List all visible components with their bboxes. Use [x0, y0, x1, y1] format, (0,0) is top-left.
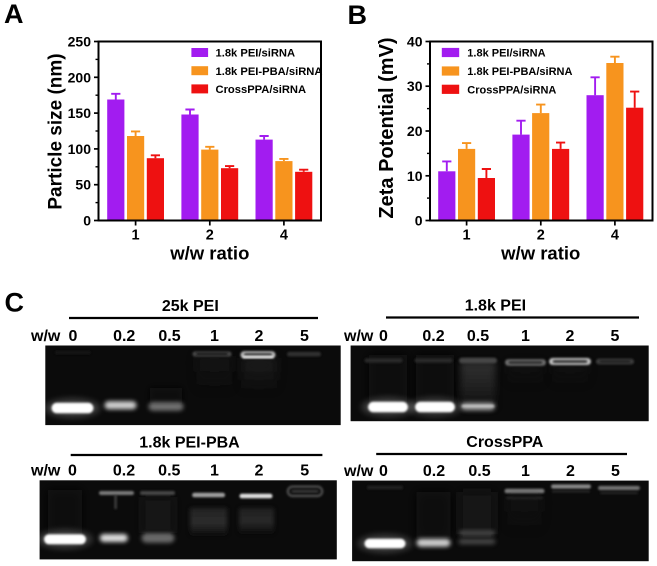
svg-text:0: 0	[68, 463, 77, 480]
svg-text:50: 50	[75, 177, 91, 193]
svg-text:1.8k PEI-PBA/siRNA: 1.8k PEI-PBA/siRNA	[216, 66, 323, 78]
svg-text:Zeta Potential (mV): Zeta Potential (mV)	[376, 37, 398, 218]
svg-text:40: 40	[407, 34, 423, 50]
svg-text:0: 0	[83, 213, 91, 229]
svg-text:100: 100	[68, 141, 92, 157]
svg-text:1: 1	[210, 463, 219, 480]
svg-text:Particle size (nm): Particle size (nm)	[46, 53, 67, 209]
svg-text:0: 0	[379, 463, 388, 480]
svg-text:w/w ratio: w/w ratio	[500, 243, 580, 264]
svg-text:w/w: w/w	[343, 328, 374, 345]
svg-text:0.5: 0.5	[467, 328, 489, 345]
svg-text:25k PEI: 25k PEI	[162, 298, 219, 315]
svg-text:B: B	[348, 0, 368, 30]
svg-text:5: 5	[300, 463, 309, 480]
svg-text:2: 2	[255, 328, 264, 345]
svg-text:5: 5	[300, 328, 309, 345]
svg-text:5: 5	[611, 463, 620, 480]
svg-text:0.2: 0.2	[422, 328, 444, 345]
svg-text:1.8k PEI/siRNA: 1.8k PEI/siRNA	[467, 48, 545, 60]
svg-text:A: A	[4, 0, 24, 29]
svg-text:1.8k PEI: 1.8k PEI	[465, 298, 526, 315]
svg-text:C: C	[5, 288, 25, 318]
svg-text:0: 0	[379, 328, 388, 345]
svg-text:1: 1	[521, 328, 530, 345]
svg-text:0.5: 0.5	[158, 328, 180, 345]
svg-text:200: 200	[68, 69, 92, 85]
svg-text:4: 4	[280, 228, 288, 244]
svg-text:2: 2	[255, 463, 264, 480]
svg-text:CrossPPA: CrossPPA	[466, 434, 544, 451]
svg-text:0.2: 0.2	[113, 328, 135, 345]
svg-text:5: 5	[611, 328, 620, 345]
svg-text:20: 20	[407, 123, 423, 139]
svg-text:0.2: 0.2	[113, 463, 135, 480]
svg-text:1.8k PEI-PBA/siRNA: 1.8k PEI-PBA/siRNA	[467, 66, 572, 78]
svg-text:10: 10	[407, 168, 423, 184]
svg-text:1: 1	[521, 463, 530, 480]
svg-text:0.5: 0.5	[158, 463, 180, 480]
svg-text:1: 1	[463, 228, 471, 244]
svg-text:0.5: 0.5	[468, 463, 490, 480]
svg-text:CrossPPA/siRNA: CrossPPA/siRNA	[216, 84, 307, 96]
svg-text:2: 2	[206, 228, 214, 244]
svg-text:4: 4	[611, 228, 619, 244]
svg-text:1.8k PEI-PBA: 1.8k PEI-PBA	[139, 435, 240, 452]
svg-text:w/w: w/w	[343, 463, 374, 480]
svg-text:1.8k PEI/siRNA: 1.8k PEI/siRNA	[216, 48, 296, 60]
svg-text:0.2: 0.2	[423, 463, 445, 480]
svg-text:150: 150	[68, 105, 92, 121]
svg-text:250: 250	[68, 34, 92, 50]
svg-text:2: 2	[566, 463, 575, 480]
svg-text:2: 2	[537, 228, 545, 244]
svg-text:w/w ratio: w/w ratio	[169, 243, 249, 264]
svg-text:CrossPPA/siRNA: CrossPPA/siRNA	[467, 84, 556, 96]
svg-text:1: 1	[132, 228, 140, 244]
svg-text:1: 1	[210, 328, 219, 345]
svg-text:30: 30	[407, 78, 423, 94]
svg-text:w/w: w/w	[30, 328, 61, 345]
svg-text:0: 0	[68, 328, 77, 345]
svg-text:2: 2	[566, 328, 575, 345]
svg-text:w/w: w/w	[30, 463, 61, 480]
svg-text:0: 0	[415, 213, 423, 229]
